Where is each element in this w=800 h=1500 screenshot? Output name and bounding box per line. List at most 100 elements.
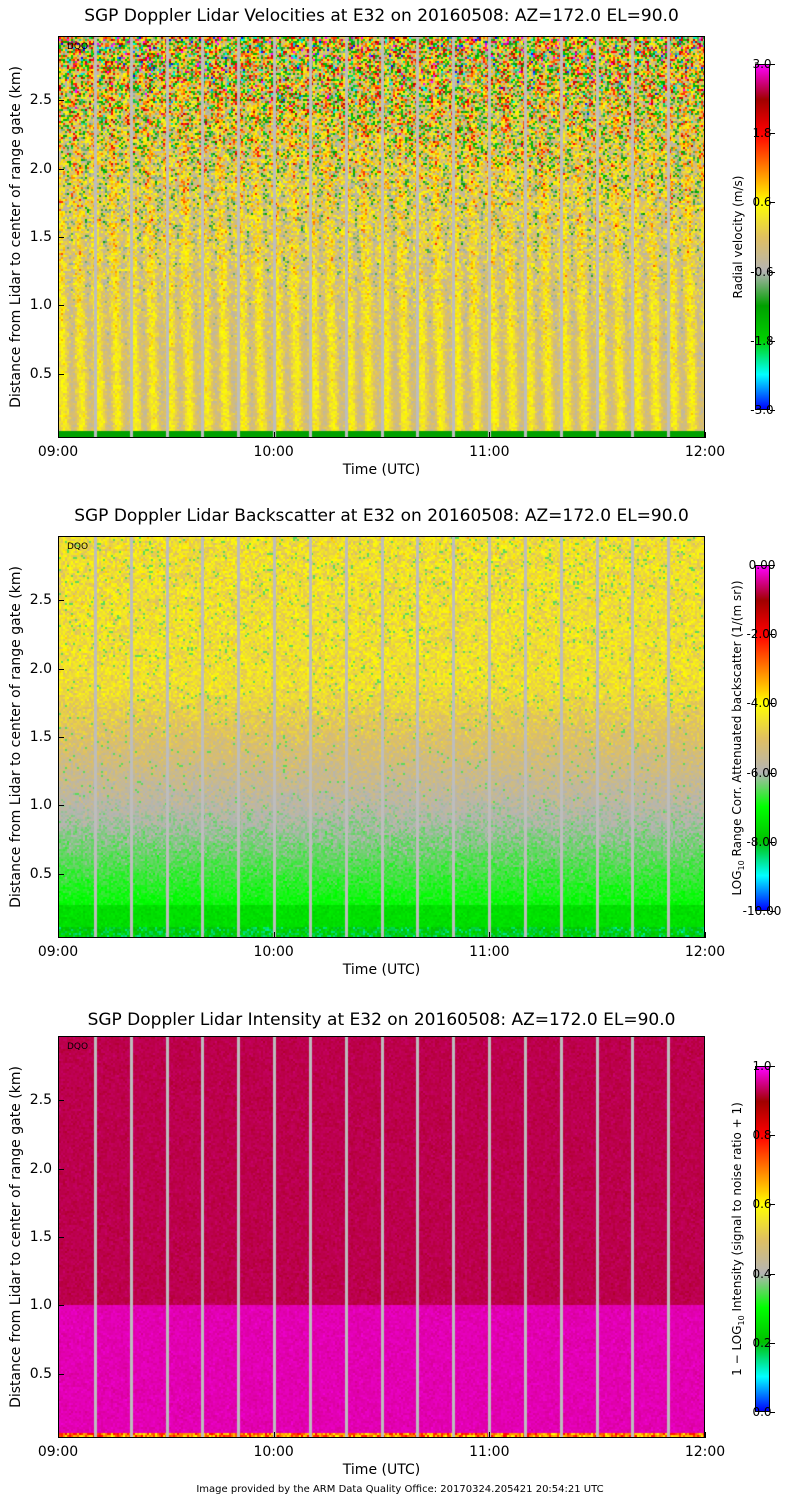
y-tick-label: 0.5 [29, 1365, 52, 1382]
colorbar-tick-mark [770, 202, 775, 204]
colorbar-tick-label: -3.0 [750, 403, 774, 417]
colorbar-tick-mark [770, 1204, 775, 1206]
colorbar-tick-mark [770, 703, 775, 705]
y-tick-label: 0.5 [29, 865, 52, 882]
y-tick-mark [58, 1237, 64, 1238]
dqo-annotation: DQO [67, 542, 89, 552]
x-tick-mark [489, 432, 491, 438]
colorbar-tick-label: -0.6 [750, 264, 774, 279]
intensity-panel: SGP Doppler Lidar Intensity at E32 on 20… [0, 1000, 800, 1500]
y-tick-label: 1.0 [29, 797, 52, 814]
x-tick-label: 12:00 [684, 444, 726, 460]
colorbar-tick-mark [770, 133, 775, 135]
x-tick-label: 09:00 [37, 944, 79, 960]
intensity-plot-area: DQO [58, 1036, 705, 1438]
y-tick-label: 2.0 [29, 1160, 52, 1177]
y-tick-label: 2.5 [29, 592, 52, 609]
colorbar-label: Radial velocity (m/s) [731, 175, 745, 299]
velocity-colorbar [755, 64, 770, 410]
colorbar-tick-label: 0.8 [752, 1128, 772, 1143]
x-tick-label: 10:00 [253, 444, 294, 460]
x-tick-label: 11:00 [469, 1444, 510, 1460]
x-tick-mark [58, 432, 59, 438]
x-tick-mark [58, 932, 59, 938]
colorbar-tick-mark [770, 772, 775, 774]
colorbar-label: 1 − LOG10 Intensity (signal to noise rat… [729, 1102, 747, 1376]
intensity-colorbar [755, 1066, 770, 1412]
chart-title: SGP Doppler Lidar Velocities at E32 on 2… [84, 6, 679, 26]
chart-title: SGP Doppler Lidar Intensity at E32 on 20… [87, 1010, 676, 1030]
x-tick-mark [705, 932, 706, 938]
x-tick-label: 11:00 [469, 444, 510, 460]
x-axis-label: Time (UTC) [342, 462, 421, 478]
y-tick-label: 1.5 [29, 229, 52, 245]
footer-credit: Image provided by the ARM Data Quality O… [196, 1484, 604, 1495]
x-tick-label: 12:00 [684, 1444, 726, 1460]
y-tick-label: 2.0 [29, 160, 52, 177]
y-tick-label: 1.5 [29, 1229, 52, 1245]
colorbar-tick-mark [770, 565, 775, 566]
backscatter-plot-area: DQO [58, 536, 705, 938]
colorbar-tick-mark [770, 271, 775, 273]
colorbar-tick-label: -1.8 [750, 333, 774, 348]
colorbar-tick-mark [770, 841, 775, 843]
dqo-annotation: DQO [67, 42, 89, 52]
y-tick-mark [58, 805, 64, 807]
x-tick-mark [273, 932, 275, 938]
y-tick-mark [58, 168, 64, 170]
velocity-plot-area: DQO [58, 36, 705, 438]
y-tick-label: 2.0 [29, 660, 52, 677]
colorbar-tick-label: -4.00 [746, 696, 778, 711]
y-tick-label: 2.5 [29, 1092, 52, 1109]
colorbar-tick-mark [770, 1412, 775, 1413]
colorbar-tick-mark [770, 1135, 775, 1137]
backscatter-colorbar [755, 565, 770, 911]
y-tick-mark [58, 1305, 64, 1307]
x-axis-label: Time (UTC) [342, 1462, 421, 1478]
colorbar-tick-mark [770, 340, 775, 342]
colorbar-tick-mark [770, 64, 775, 65]
colorbar-tick-label: 1.8 [752, 126, 772, 141]
colorbar-label: LOG10 Range Corr. Attenuated backscatter… [729, 580, 747, 896]
colorbar-tick-label: -2.00 [746, 627, 778, 642]
intensity-heatmap [59, 1037, 704, 1437]
colorbar-tick-label: 0.2 [752, 1335, 772, 1350]
colorbar-tick-mark [770, 1342, 775, 1344]
backscatter-panel: SGP Doppler Lidar Backscatter at E32 on … [0, 500, 800, 1000]
colorbar-tick-label: 0.4 [752, 1266, 772, 1281]
y-tick-mark [58, 600, 64, 602]
y-tick-mark [58, 737, 64, 738]
y-tick-mark [58, 668, 64, 670]
x-tick-mark [705, 432, 706, 438]
y-tick-label: 1.0 [29, 297, 52, 314]
y-tick-mark [58, 1100, 64, 1102]
backscatter-heatmap [59, 537, 704, 937]
colorbar-tick-label: 1.0 [752, 1059, 772, 1073]
x-tick-label: 11:00 [469, 944, 510, 960]
x-tick-label: 12:00 [684, 944, 726, 960]
x-tick-mark [58, 1432, 59, 1438]
colorbar-tick-label: -8.00 [746, 834, 778, 849]
colorbar-tick-label: 0.6 [752, 1197, 772, 1212]
x-tick-label: 09:00 [37, 444, 79, 460]
colorbar-tick-label: -10.00 [742, 904, 782, 918]
velocity-heatmap [59, 37, 704, 437]
colorbar-tick-mark [770, 911, 775, 912]
y-tick-label: 2.5 [29, 92, 52, 109]
y-tick-mark [58, 873, 64, 875]
x-axis-label: Time (UTC) [342, 962, 421, 978]
x-tick-mark [705, 1432, 706, 1438]
colorbar-tick-mark [770, 1273, 775, 1275]
colorbar-tick-label: 0.00 [748, 558, 776, 572]
velocity-panel: SGP Doppler Lidar Velocities at E32 on 2… [0, 0, 800, 500]
y-tick-mark [58, 1373, 64, 1375]
x-tick-label: 10:00 [253, 1444, 294, 1460]
x-tick-label: 10:00 [253, 944, 294, 960]
colorbar-tick-mark [770, 410, 775, 411]
y-tick-label: 0.5 [29, 365, 52, 382]
y-tick-mark [58, 100, 64, 102]
chart-title: SGP Doppler Lidar Backscatter at E32 on … [74, 506, 689, 526]
colorbar-tick-label: 3.0 [752, 57, 772, 71]
y-tick-mark [58, 1168, 64, 1170]
y-tick-mark [58, 305, 64, 307]
